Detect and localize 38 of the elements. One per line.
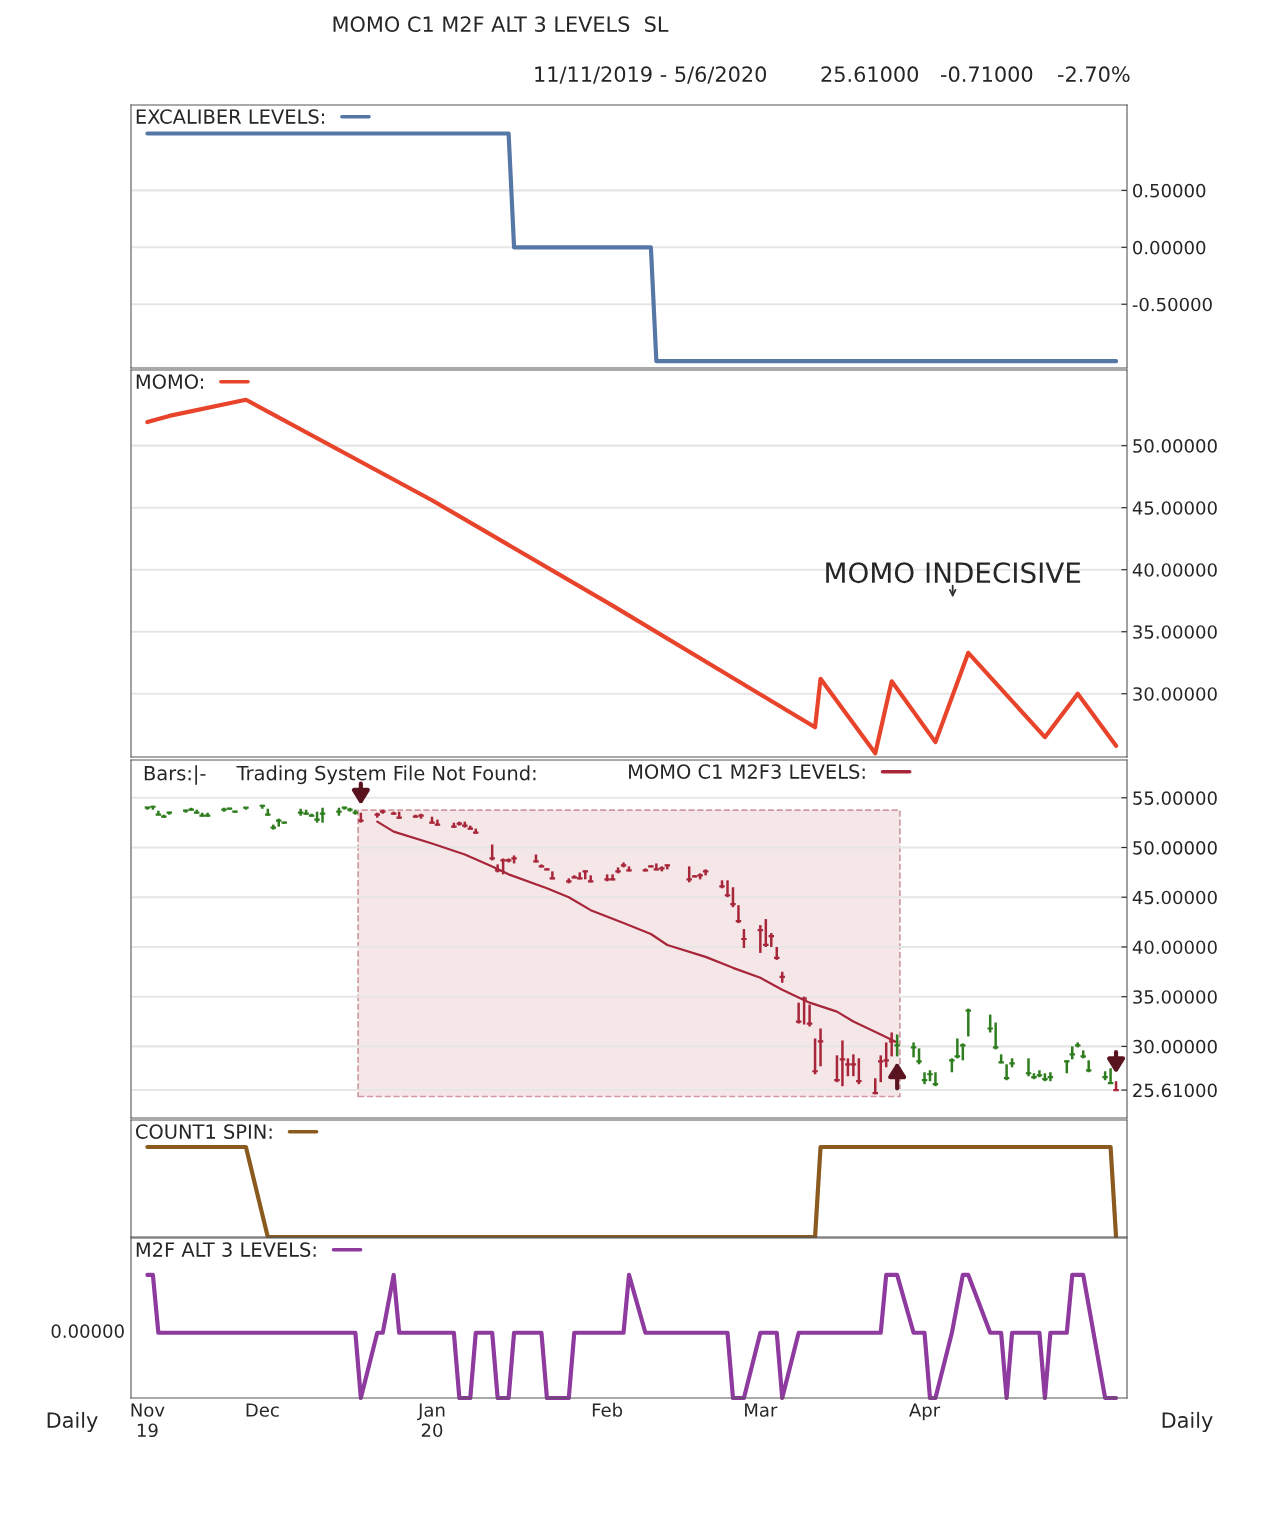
legend-label: COUNT1 SPIN: bbox=[135, 1124, 272, 1139]
y-tick-label: 40.00000 bbox=[1132, 940, 1217, 955]
y-tick-label: 0.50000 bbox=[1133, 183, 1206, 198]
x-tick-label: Jan 20 bbox=[417, 1403, 445, 1438]
text: Daily bbox=[1162, 1411, 1213, 1433]
x-tick-label: Dec bbox=[246, 1403, 279, 1417]
legend-label: M2F ALT 3 LEVELS: bbox=[136, 1242, 316, 1257]
annotation: Trading System File Not Found: bbox=[236, 765, 536, 785]
y-tick-label: 0.00000 bbox=[1133, 240, 1206, 255]
text: Daily bbox=[47, 1411, 98, 1433]
y-tick-label: 45.00000 bbox=[1132, 890, 1217, 905]
text: -2.70% bbox=[1058, 66, 1130, 83]
y-tick-label: 35.00000 bbox=[1133, 625, 1217, 639]
text: MOMO C1 M2F ALT 3 LEVELS SL bbox=[333, 16, 669, 33]
y-tick-label: -0.50000 bbox=[1132, 297, 1212, 312]
x-tick-label: Apr bbox=[909, 1403, 941, 1421]
legend-label: EXCALIBER LEVELS: bbox=[136, 109, 325, 124]
y-tick-label: 45.00000 bbox=[1132, 501, 1217, 515]
text: 11/11/2019 - 5/6/2020 bbox=[535, 66, 767, 84]
y-tick-label: 55.00000 bbox=[1133, 791, 1217, 805]
x-tick-label: Mar bbox=[745, 1403, 778, 1417]
x-tick-label: Feb bbox=[592, 1402, 623, 1417]
y-tick-label: 30.00000 bbox=[1133, 1039, 1217, 1054]
legend-label: MOMO C1 M2F3 LEVELS: bbox=[629, 764, 865, 779]
y-tick-label: 50.00000 bbox=[1133, 840, 1217, 855]
y-tick-label: 40.00000 bbox=[1132, 563, 1217, 577]
y-tick-label: 50.00000 bbox=[1133, 439, 1217, 453]
y-tick-label: 30.00000 bbox=[1133, 687, 1217, 701]
legend-label: MOMO: bbox=[136, 374, 203, 389]
annotation: Bars:|- bbox=[144, 765, 206, 785]
line-series bbox=[145, 397, 1119, 756]
text: 0.00000 bbox=[51, 1324, 124, 1339]
text: 25.61000 bbox=[821, 66, 919, 83]
y-tick-label: 35.00000 bbox=[1133, 990, 1217, 1004]
text: -0.71000 bbox=[941, 66, 1033, 83]
y-tick-label: 25.61000 bbox=[1133, 1083, 1217, 1098]
annotation: MOMO INDECISIVE bbox=[826, 562, 1081, 584]
x-tick-label: Nov 19 bbox=[131, 1403, 165, 1438]
